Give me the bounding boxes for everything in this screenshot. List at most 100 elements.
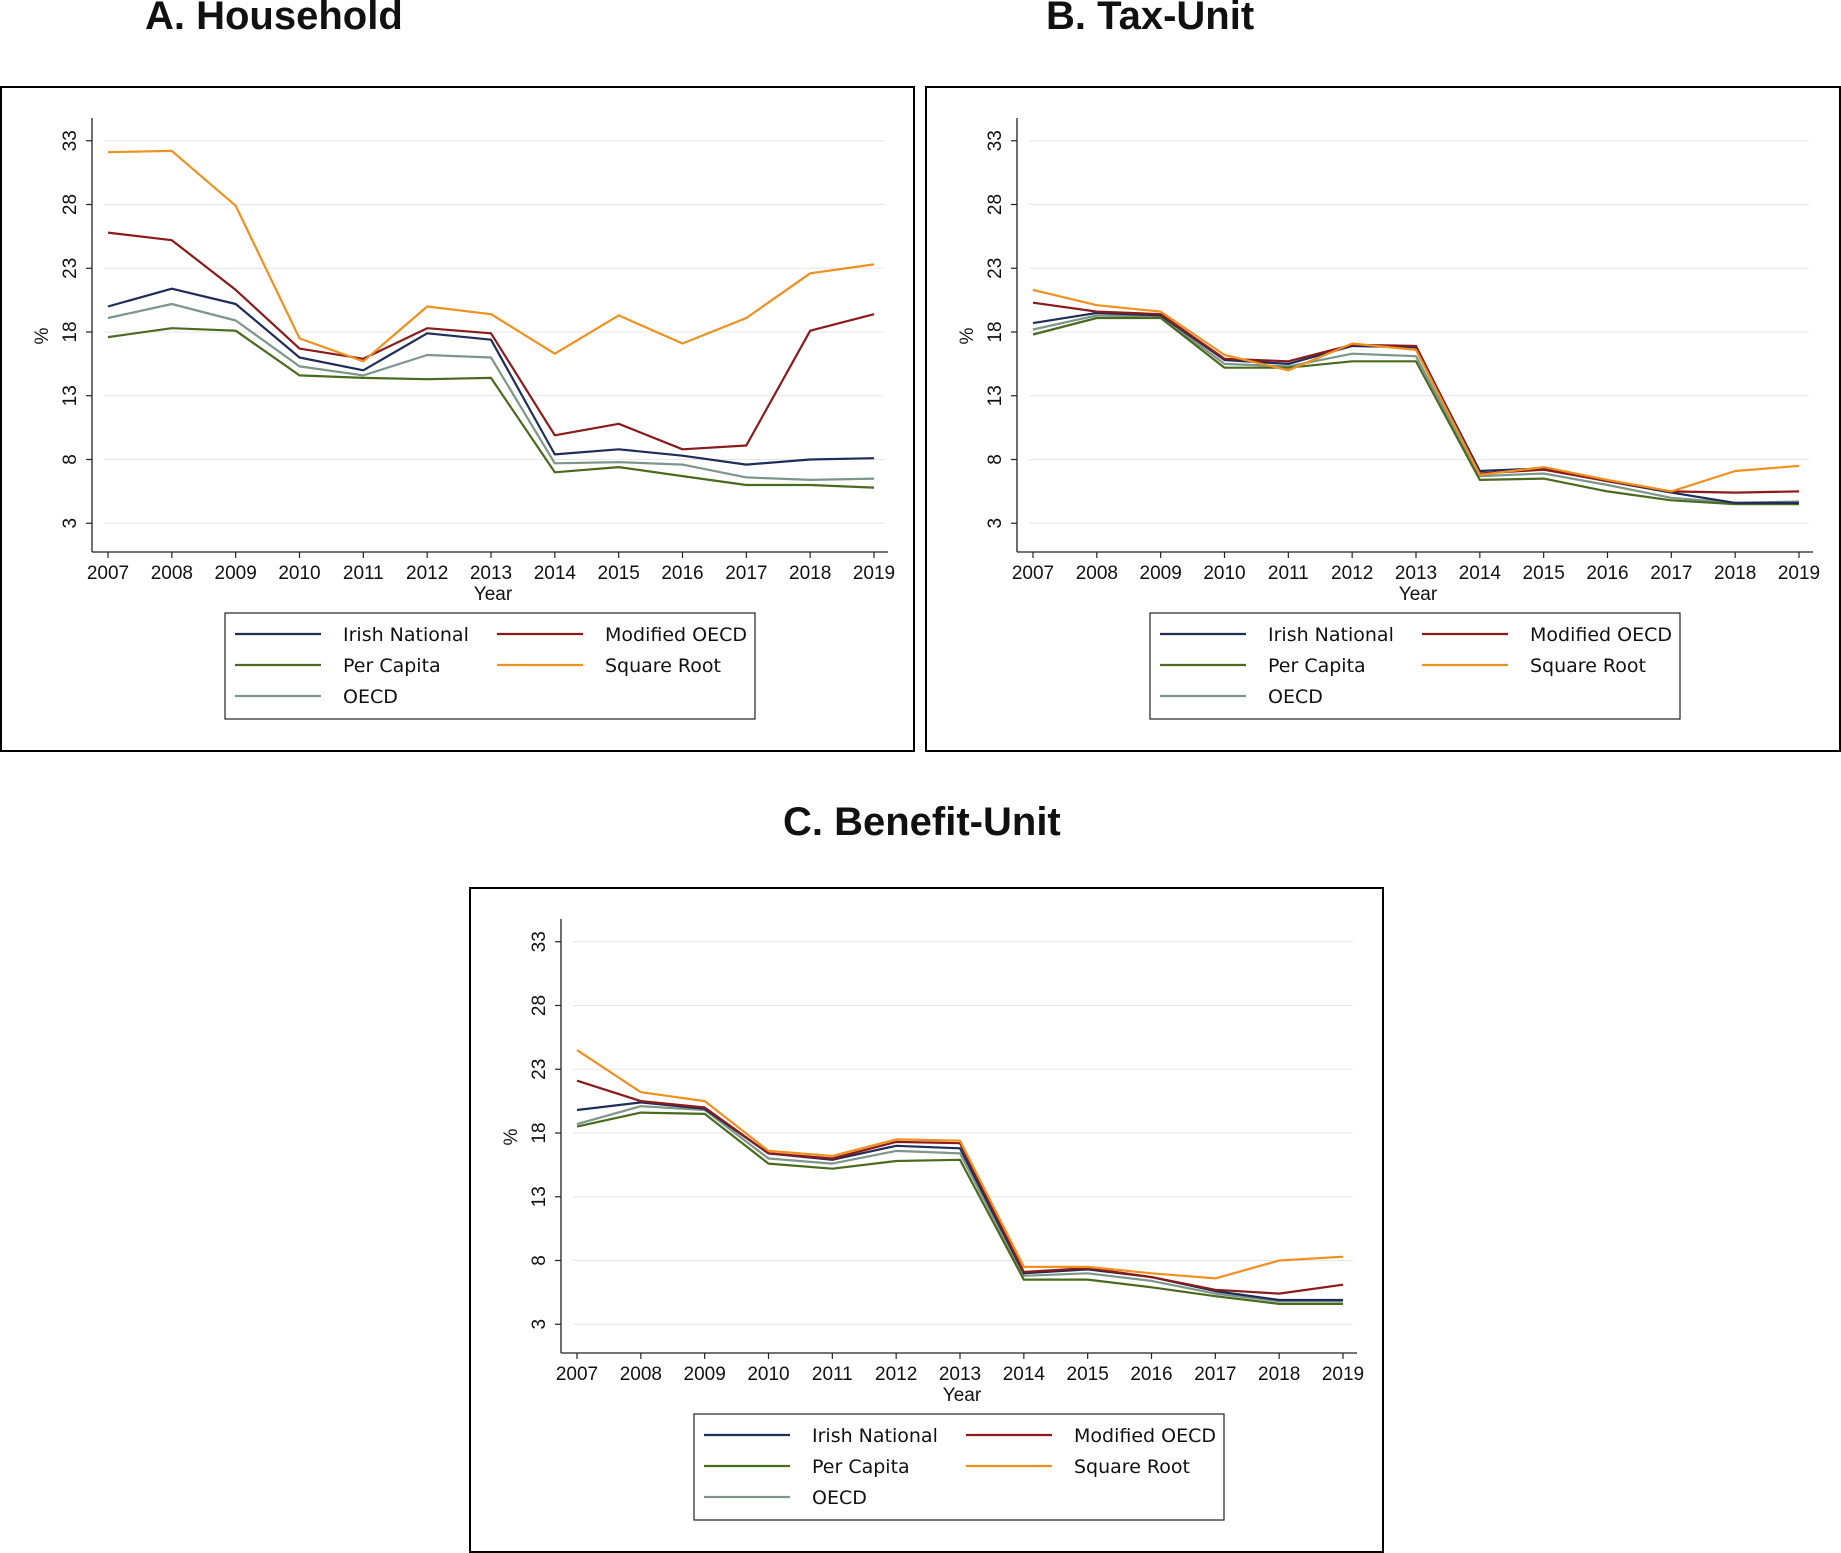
y-tick-label: 33 [60, 130, 81, 151]
x-tick-label: 2009 [215, 563, 257, 584]
y-axis-title: % [957, 327, 978, 344]
y-tick-label: 28 [529, 995, 550, 1016]
x-tick-label: 2010 [1203, 563, 1245, 584]
series-line-modified-oecd [576, 1079, 1344, 1295]
x-tick-label: 2014 [1459, 563, 1502, 584]
y-tick-label: 18 [60, 321, 81, 342]
y-tick-label: 33 [985, 130, 1006, 151]
series-line-per-capita [1032, 316, 1799, 506]
series-line-oecd [107, 302, 875, 481]
y-tick-label: 3 [985, 518, 1006, 529]
x-tick-label: 2007 [1012, 563, 1054, 584]
series-line-irish-national [576, 1101, 1343, 1302]
panel-a-svg: 3 8 13 18 23 28 33% 2007 2008 2009 2010 2011 2012 201… [32, 118, 895, 720]
x-tick-label: 2012 [1331, 563, 1373, 584]
panel-b-title: B. Tax-Unit [1046, 0, 1255, 38]
y-tick-label: 8 [985, 454, 1006, 465]
x-axis-title: Year [474, 584, 513, 605]
x-axis-title: Year [1399, 584, 1438, 605]
x-tick-label: 2019 [1778, 563, 1820, 584]
legend-label: Irish National [343, 624, 469, 646]
legend-label: Modified OECD [1530, 624, 1672, 646]
y-axis-title: % [501, 1128, 522, 1145]
y-tick-label: 13 [529, 1186, 550, 1207]
x-tick-label: 2015 [598, 563, 640, 584]
x-tick-label: 2007 [87, 563, 129, 584]
y-tick-label: 28 [985, 194, 1006, 215]
y-tick-label: 18 [985, 321, 1006, 342]
panel-a-chart: 3 8 13 18 23 28 33% 2007 2008 2009 2010 2011 2012 201… [0, 86, 915, 752]
legend-label: Irish National [1268, 624, 1394, 646]
y-tick-label: 3 [60, 518, 81, 529]
x-tick-label: 2016 [1130, 1364, 1172, 1385]
y-tick-label: 33 [529, 931, 550, 952]
x-tick-label: 2008 [151, 563, 193, 584]
series-line-per-capita [576, 1111, 1343, 1305]
x-tick-label: 2013 [1395, 563, 1437, 584]
x-tick-label: 2017 [725, 563, 767, 584]
y-tick-label: 13 [60, 385, 81, 406]
y-tick-label: 18 [529, 1122, 550, 1143]
panel-c-svg: 3 8 13 18 23 28 33% 2007 2008 2009 2010 2011 2012 201… [501, 919, 1364, 1521]
legend-label: Per Capita [343, 655, 441, 677]
panel-a-title: A. Household [145, 0, 403, 38]
series-line-irish-national [107, 287, 875, 466]
panel-b-svg: 3 8 13 18 23 28 33% 2007 2008 2009 2010 2011 2012 201… [957, 118, 1820, 720]
panel-c-chart: 3 8 13 18 23 28 33% 2007 2008 2009 2010 2011 2012 201… [469, 887, 1384, 1553]
x-tick-label: 2014 [1003, 1364, 1046, 1385]
y-tick-label: 3 [529, 1319, 550, 1330]
x-tick-label: 2019 [853, 563, 895, 584]
series-line-square-root [576, 1049, 1344, 1280]
series-line-oecd [576, 1105, 1343, 1303]
y-tick-label: 23 [60, 258, 81, 279]
legend-label: Per Capita [1268, 655, 1366, 677]
series-line-square-root [1032, 288, 1800, 493]
legend-label: Per Capita [812, 1456, 910, 1478]
y-tick-label: 23 [529, 1059, 550, 1080]
legend-label: OECD [343, 686, 398, 708]
x-tick-label: 2010 [747, 1364, 789, 1385]
legend-label: OECD [812, 1487, 867, 1509]
x-tick-label: 2009 [684, 1364, 726, 1385]
x-tick-label: 2018 [1258, 1364, 1300, 1385]
legend-label: OECD [1268, 686, 1323, 708]
x-tick-label: 2008 [620, 1364, 662, 1385]
legend-label: Modified OECD [1074, 1425, 1216, 1447]
legend-label: Square Root [605, 655, 721, 677]
x-tick-label: 2019 [1322, 1364, 1364, 1385]
x-tick-label: 2016 [661, 563, 703, 584]
x-tick-label: 2015 [1523, 563, 1565, 584]
series-line-modified-oecd [107, 231, 875, 451]
legend-label: Irish National [812, 1425, 938, 1447]
legend-label: Square Root [1074, 1456, 1190, 1478]
series-line-irish-national [1032, 311, 1799, 504]
x-tick-label: 2018 [789, 563, 831, 584]
x-tick-label: 2012 [875, 1364, 917, 1385]
x-tick-label: 2013 [939, 1364, 981, 1385]
y-tick-label: 13 [985, 385, 1006, 406]
x-tick-label: 2016 [1586, 563, 1628, 584]
y-tick-label: 28 [60, 194, 81, 215]
x-tick-label: 2012 [406, 563, 448, 584]
x-tick-label: 2015 [1067, 1364, 1109, 1385]
x-tick-label: 2018 [1714, 563, 1756, 584]
x-tick-label: 2011 [1268, 563, 1309, 584]
y-tick-label: 8 [529, 1255, 550, 1266]
x-tick-label: 2011 [812, 1364, 853, 1385]
x-tick-label: 2008 [1076, 563, 1118, 584]
x-tick-label: 2009 [1140, 563, 1182, 584]
series-line-square-root [107, 149, 875, 363]
x-tick-label: 2007 [556, 1364, 598, 1385]
y-tick-label: 23 [985, 258, 1006, 279]
panel-b-chart: 3 8 13 18 23 28 33% 2007 2008 2009 2010 2011 2012 201… [925, 86, 1841, 752]
x-axis-title: Year [943, 1385, 982, 1406]
x-tick-label: 2014 [534, 563, 577, 584]
series-line-modified-oecd [1032, 301, 1800, 494]
y-axis-title: % [32, 327, 53, 344]
x-tick-label: 2013 [470, 563, 512, 584]
x-tick-label: 2017 [1194, 1364, 1236, 1385]
panel-c-title: C. Benefit-Unit [783, 800, 1061, 844]
legend-label: Square Root [1530, 655, 1646, 677]
series-line-oecd [1032, 314, 1800, 504]
series-line-per-capita [107, 327, 875, 489]
